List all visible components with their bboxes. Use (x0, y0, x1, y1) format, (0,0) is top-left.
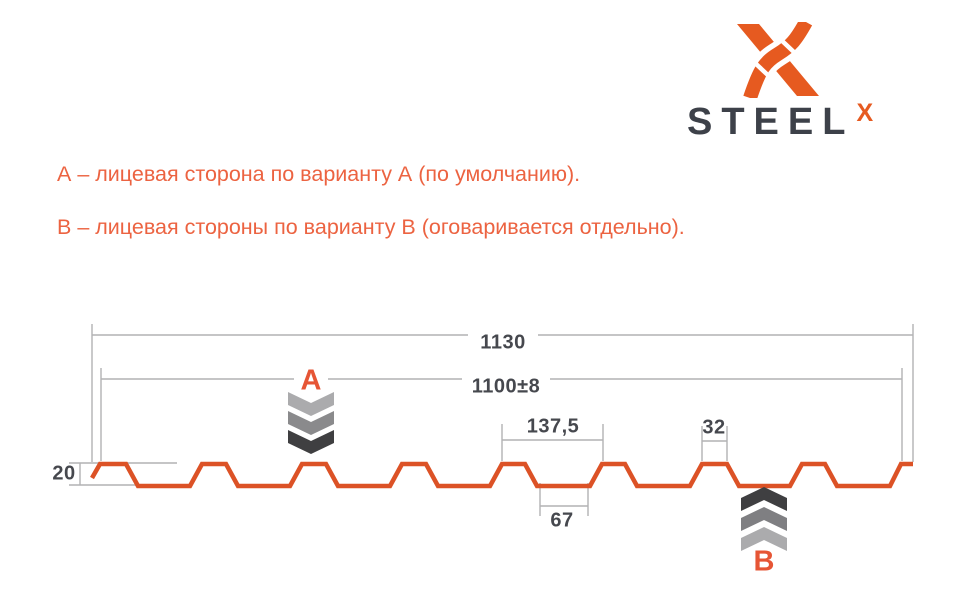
brand-sup-x: X (856, 99, 874, 127)
chevron-up-icon (741, 527, 787, 551)
dim-profile-height: 20 (52, 462, 76, 485)
dimension-lines (69, 324, 914, 516)
chevron-up-icon (741, 507, 787, 531)
variant-b-arrows-icon (741, 487, 787, 551)
dim-rib-top-width: 32 (702, 416, 726, 439)
brand-text: STEEL (687, 101, 855, 143)
dim-overall-width: 1130 (480, 331, 526, 354)
profile-outline (90, 461, 913, 489)
chevron-down-icon (288, 430, 334, 454)
dim-rib-pitch: 137,5 (526, 415, 580, 438)
variant-a-marker: A (300, 364, 322, 397)
logo-s-stroke (743, 22, 813, 98)
note-variant-a: А – лицевая сторона по варианту А (по ум… (57, 162, 581, 186)
variant-a-arrows-icon (288, 392, 334, 454)
note-variant-b: В – лицевая стороны по варианту В (огова… (57, 215, 685, 239)
chevron-down-icon (288, 411, 334, 435)
chevron-up-icon (741, 487, 787, 511)
dim-rib-bottom-width: 67 (550, 509, 574, 532)
variant-b-marker: B (753, 545, 775, 578)
dim-cover-width: 1100±8 (471, 375, 541, 398)
logo-x-icon (737, 22, 819, 98)
chevron-down-icon (288, 392, 334, 416)
brand-wordmark: STEELX (687, 99, 874, 144)
logo-chain-gaps (752, 35, 799, 81)
